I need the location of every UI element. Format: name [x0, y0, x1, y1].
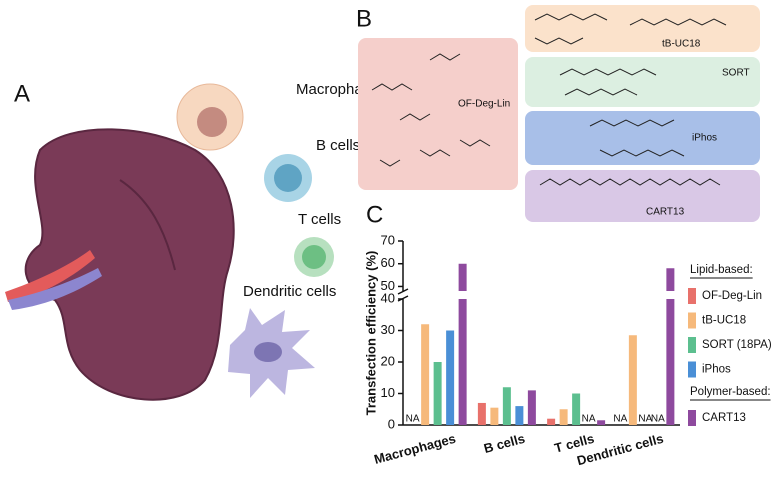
y-axis-label: Transfection efficiency (%) [363, 251, 378, 416]
y-tick-label: 60 [381, 255, 395, 270]
molecule-label: iPhos [692, 133, 717, 144]
structure [371, 53, 491, 167]
y-tick-label: 30 [381, 322, 395, 337]
molecule-label: tB-UC18 [662, 39, 701, 50]
structure [534, 13, 727, 45]
dendritic-nucleus [254, 342, 282, 362]
legend-label: SORT (18PA) [702, 339, 772, 351]
molecule-box [525, 57, 760, 107]
panel-letter: C [366, 201, 383, 228]
bar [628, 335, 637, 425]
value-label: NA [613, 414, 627, 425]
value-label: NA [406, 414, 420, 425]
bar [547, 418, 556, 425]
y-tick-label: 20 [381, 353, 395, 368]
molecule-box [525, 170, 760, 222]
legend-swatch [688, 361, 696, 378]
x-tick-label: Macrophages [372, 431, 457, 467]
structure [539, 178, 721, 186]
y-tick-label: 10 [381, 385, 395, 400]
y-tick-label: 40 [381, 290, 395, 305]
value-label: NA [651, 414, 665, 425]
bar [515, 406, 524, 425]
spleen-vein [119, 179, 176, 271]
legend-label: OF-Deg-Lin [702, 290, 762, 302]
macrophage-nucleus [197, 107, 227, 137]
molecule-label: CART13 [646, 207, 685, 218]
legend-label: iPhos [702, 364, 731, 376]
cell-label: B cells [316, 137, 360, 154]
cell-label: Dendritic cells [243, 283, 336, 300]
bar [446, 330, 455, 425]
b-cell-nucleus [274, 164, 302, 192]
bar [433, 362, 442, 425]
spleen [24, 128, 235, 401]
bar-chart: C Transfection efficiency (%) 0 10 20 30 405… [363, 201, 771, 468]
bar [421, 324, 430, 425]
molecule-label: SORT [722, 68, 750, 79]
bar [666, 268, 675, 425]
bar [597, 420, 606, 425]
molecule-box [525, 5, 760, 52]
legend-label: CART13 [702, 412, 746, 424]
x-tick-label: B cells [482, 431, 526, 456]
y-tick-label: 70 [381, 232, 395, 247]
bar [572, 393, 581, 425]
y-tick-label: 0 [388, 416, 395, 431]
y-tick-label: 50 [381, 278, 395, 293]
t-cell-nucleus [302, 245, 326, 269]
legend-heading: Lipid-based: [690, 264, 753, 276]
legend-swatch [688, 337, 696, 353]
panel-letter: B [356, 5, 372, 32]
legend-heading: Polymer-based: [690, 386, 771, 398]
molecule-box [358, 38, 518, 190]
bar [458, 263, 467, 425]
artery [5, 250, 95, 302]
legend-swatch [688, 312, 696, 329]
value-label: NA [582, 414, 596, 425]
legend-label: tB-UC18 [702, 315, 746, 327]
vein [8, 268, 102, 310]
value-label: NA [638, 414, 652, 425]
structure [589, 119, 685, 157]
bar [490, 407, 499, 425]
cell-label: T cells [298, 211, 341, 228]
legend-swatch [688, 410, 696, 426]
panel-letter: A [14, 80, 30, 107]
bar [559, 409, 568, 425]
bar [502, 387, 511, 425]
molecule-label: OF-Deg-Lin [458, 99, 510, 110]
bar [477, 402, 486, 425]
legend-swatch [688, 288, 696, 304]
structure [559, 68, 657, 96]
bar [527, 390, 536, 425]
molecule-box [525, 111, 760, 165]
